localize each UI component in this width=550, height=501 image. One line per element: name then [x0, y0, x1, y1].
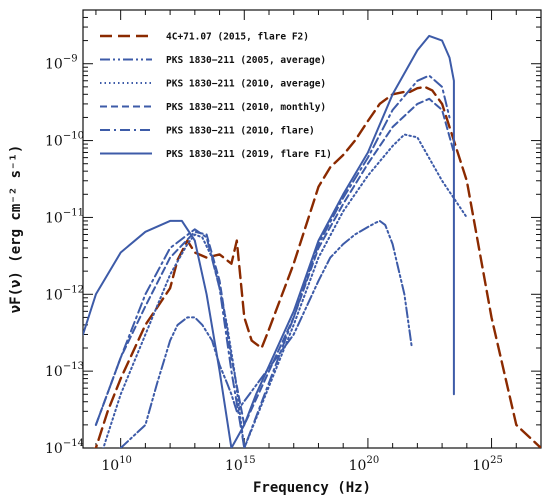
legend-label-4: PKS 1830−211 (2010, monthly): [166, 102, 326, 113]
legend-label-2: PKS 1830−211 (2005, average): [166, 55, 326, 66]
axis-tick-labels: 1010 1015 1020 1025 10−9 10−10 10−11 10−12 10−13…: [45, 54, 503, 474]
x-tick-label: 1020: [349, 455, 380, 474]
y-tick-label: 10−9: [45, 54, 78, 73]
series-line-1: [93, 85, 541, 448]
legend-label-6: PKS 1830−211 (2019, flare F1): [166, 149, 332, 160]
x-tick-label: 1015: [225, 455, 256, 474]
series-line-6: [83, 34, 455, 448]
legend-label-5: PKS 1830−211 (2010, flare): [166, 126, 315, 137]
legend: 4C+71.07 (2015, flare F2) PKS 1830−211 (2…: [100, 32, 332, 160]
series-layer: [83, 34, 541, 448]
x-axis-title: Frequency (Hz): [253, 480, 371, 496]
legend-label-3: PKS 1830−211 (2010, average): [166, 79, 326, 90]
y-tick-label: 10−14: [45, 438, 84, 457]
axis-ticks: [83, 9, 542, 449]
y-tick-label: 10−13: [45, 361, 84, 380]
y-tick-label: 10−10: [45, 131, 84, 150]
legend-label-1: 4C+71.07 (2015, flare F2): [166, 32, 309, 43]
x-tick-label: 1010: [101, 455, 132, 474]
series-line-5: [94, 74, 451, 448]
y-tick-label: 10−12: [45, 284, 84, 303]
series-line-3: [102, 133, 468, 448]
series-line-4: [94, 97, 455, 426]
y-axis-title: νF(ν) (erg cm⁻² s⁻¹): [8, 145, 24, 314]
y-tick-label: 10−11: [45, 207, 84, 226]
series-line-2: [119, 219, 413, 448]
x-tick-label: 1025: [472, 455, 503, 474]
